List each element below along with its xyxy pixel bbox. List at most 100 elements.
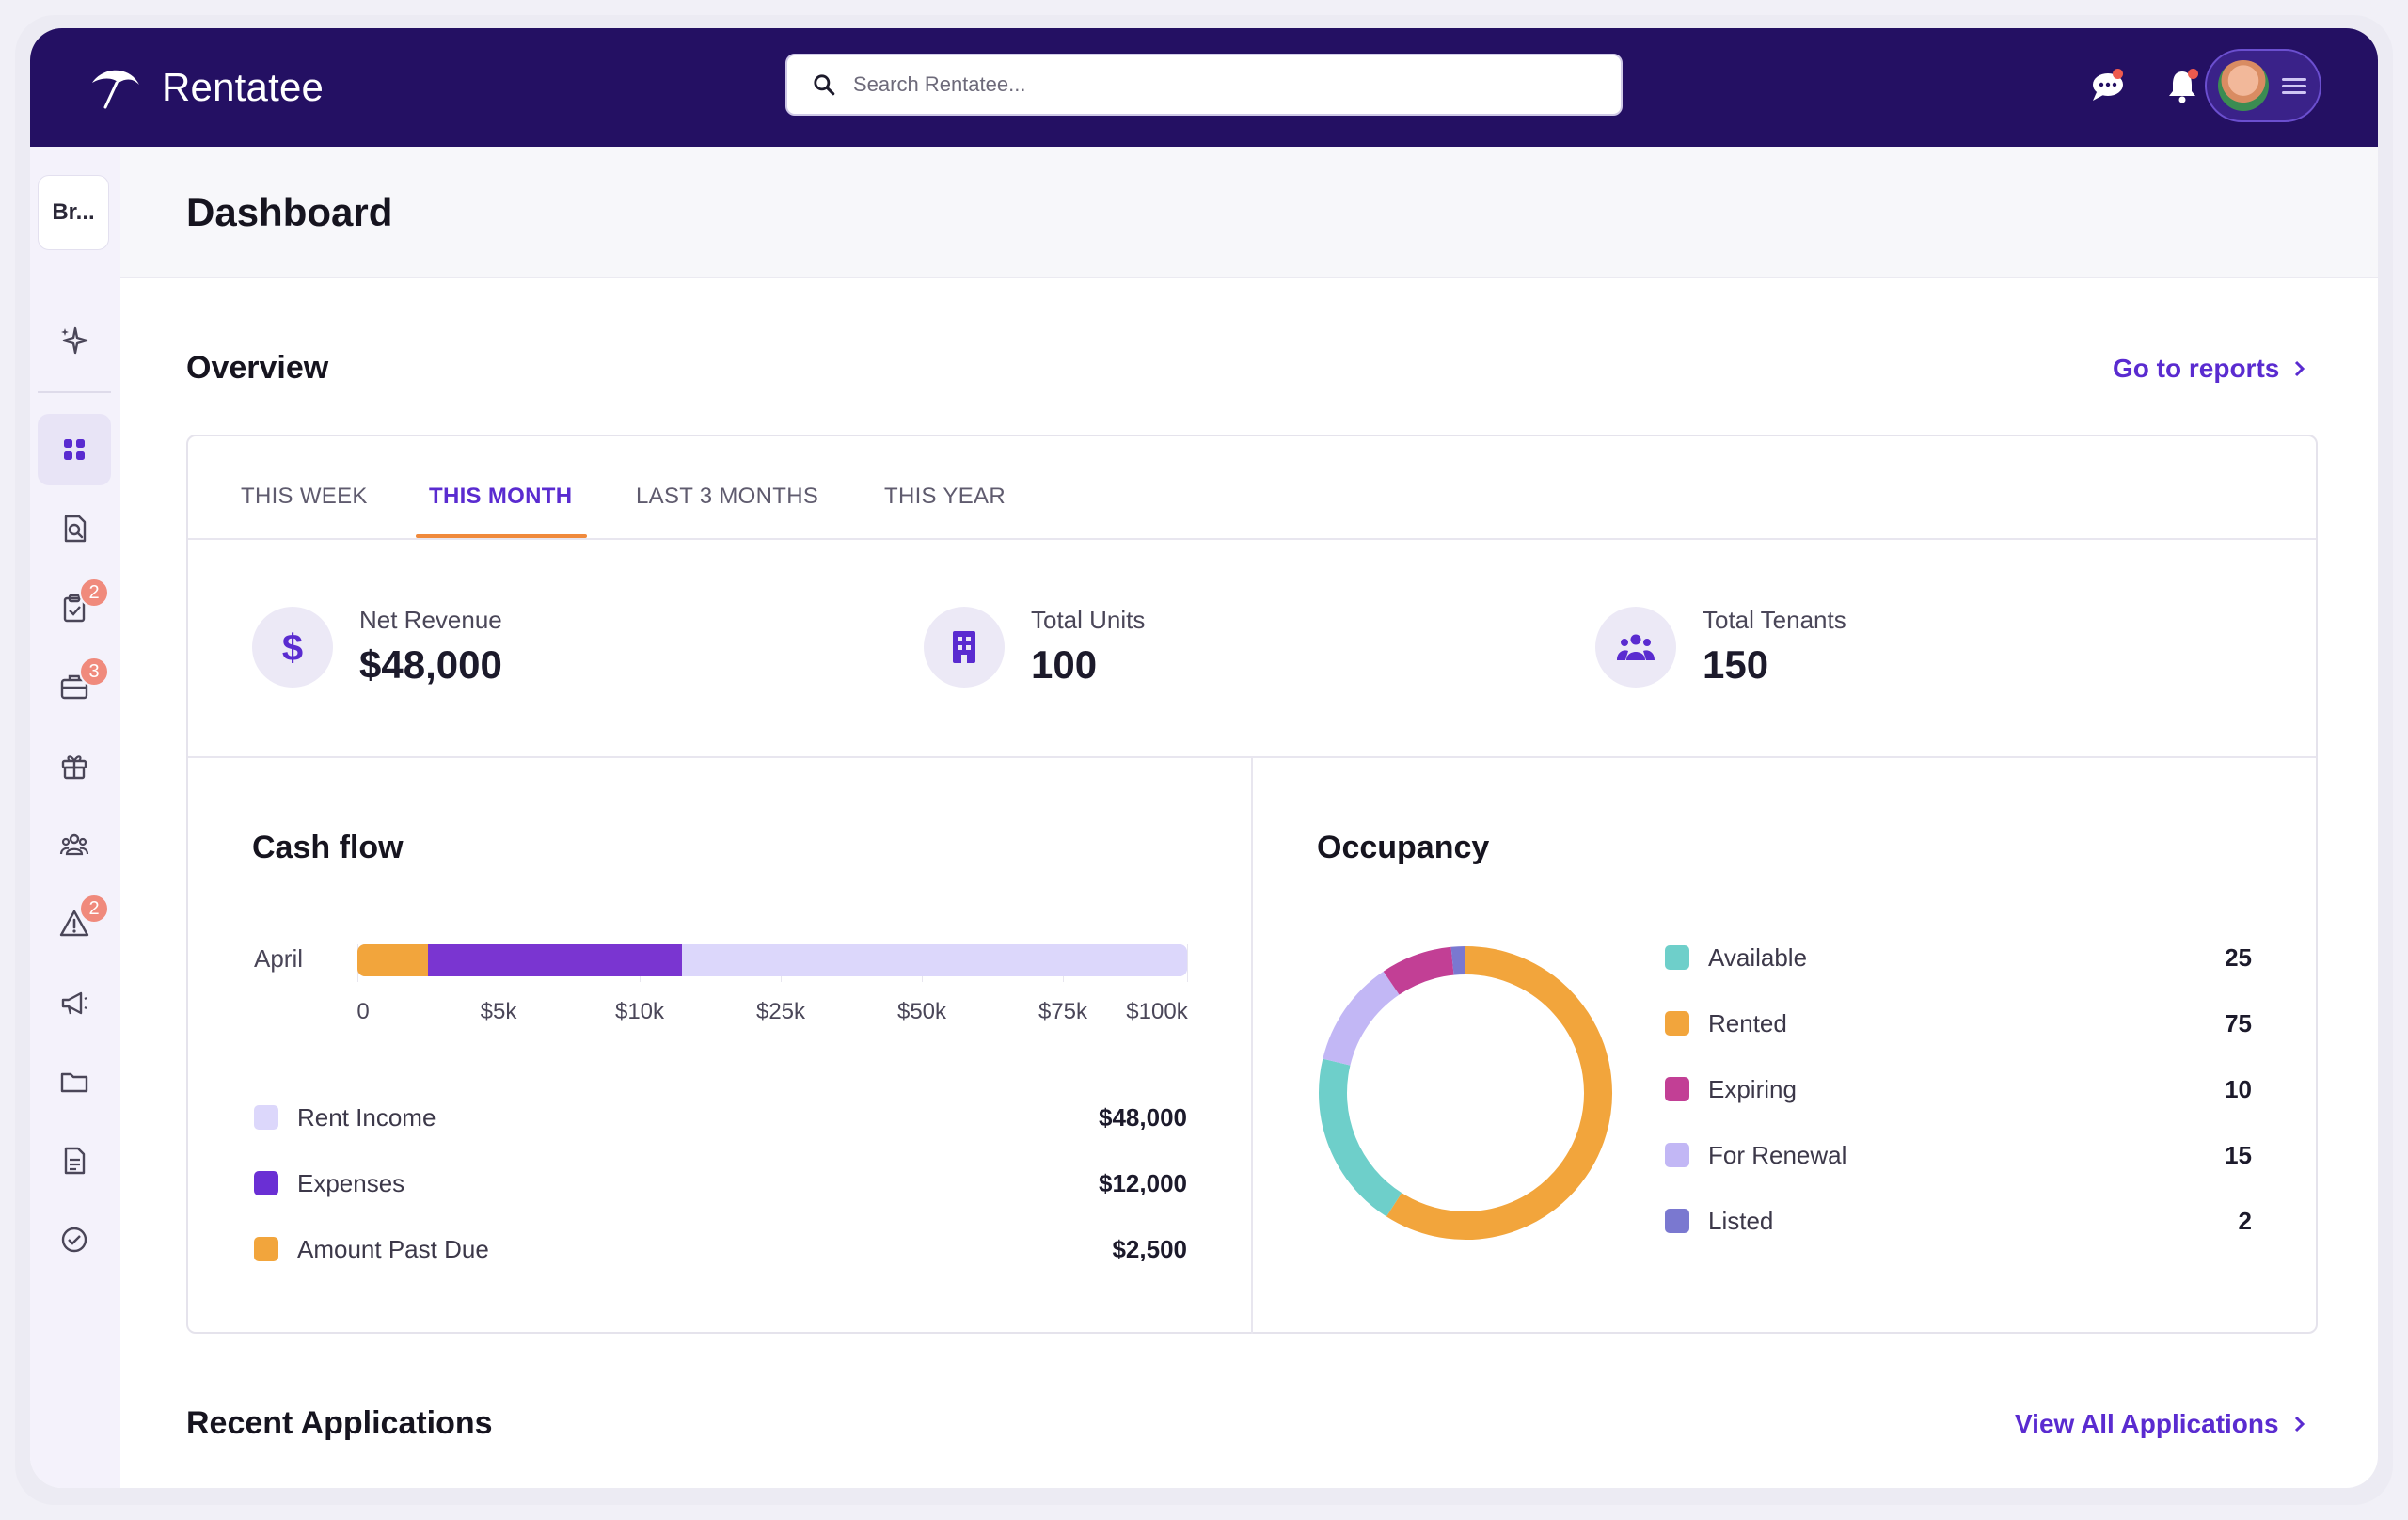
- tab-last-3-months[interactable]: LAST 3 MONTHS: [636, 483, 819, 509]
- chevron-right-icon: [2294, 1416, 2305, 1433]
- svg-text:$: $: [282, 627, 303, 668]
- legend-label: For Renewal: [1708, 1140, 1847, 1169]
- page-title: Dashboard: [186, 190, 393, 234]
- go-to-reports-link[interactable]: Go to reports: [2113, 354, 2307, 384]
- legend-swatch: [1665, 1209, 1689, 1233]
- tab-this-week[interactable]: THIS WEEK: [241, 483, 368, 509]
- app-name: Rentatee: [162, 65, 325, 109]
- stat-label: Net Revenue: [359, 606, 502, 634]
- donut-slice-expiring[interactable]: [1383, 946, 1454, 995]
- building-icon: [924, 606, 1005, 688]
- legend-label: Expiring: [1708, 1074, 1797, 1103]
- legend-label: Available: [1708, 942, 1808, 972]
- umbrella-logo-icon: [92, 70, 139, 109]
- legend-label: Rented: [1708, 1008, 1787, 1037]
- tenants-icon: [1595, 606, 1676, 688]
- gift-icon: [61, 755, 87, 780]
- occupancy-legend-listed: Listed 2: [1665, 1202, 2252, 1240]
- occupancy-title: Occupancy: [1317, 830, 1490, 865]
- cashflow-segment-rent-income[interactable]: [682, 944, 1187, 976]
- view-all-applications-label: View All Applications: [2015, 1409, 2279, 1438]
- cashflow-row-label: April: [254, 944, 304, 973]
- donut-slice-available[interactable]: [1319, 1058, 1402, 1217]
- cashflow-legend-rent-income: Rent Income $48,000: [254, 1099, 1187, 1136]
- cashflow-tick-label: $25k: [755, 999, 806, 1024]
- sidebar-item-ai[interactable]: [38, 305, 111, 376]
- cashflow-tick-label: $100k: [1126, 999, 1188, 1024]
- cashflow-tick-label: $75k: [1038, 999, 1088, 1024]
- sidebar-item-screening[interactable]: [38, 493, 111, 564]
- legend-label: Expenses: [297, 1168, 405, 1197]
- legend-value: 10: [2225, 1074, 2252, 1103]
- dashboard-grid-icon: [64, 439, 85, 460]
- period-tabs: THIS WEEK THIS MONTH LAST 3 MONTHS THIS …: [188, 436, 2316, 540]
- tab-this-month[interactable]: THIS MONTH: [429, 483, 573, 509]
- messages-button[interactable]: [2086, 66, 2128, 107]
- sidebar-item-tenants[interactable]: [38, 809, 111, 880]
- workspace-switcher[interactable]: Br...: [38, 175, 109, 250]
- clipboard-icon: [63, 594, 86, 623]
- legend-value: $48,000: [1099, 1102, 1187, 1132]
- overview-title: Overview: [186, 350, 329, 386]
- legend-swatch: [254, 1105, 278, 1130]
- cashflow-segment-expenses[interactable]: [428, 944, 682, 976]
- unread-dot: [2188, 69, 2198, 79]
- check-circle-icon: [61, 1227, 87, 1253]
- legend-label: Rent Income: [297, 1102, 436, 1132]
- stat-value: 150: [1703, 642, 1769, 687]
- active-tab-indicator: [416, 534, 587, 538]
- avatar: [2218, 60, 2269, 111]
- legend-value: $2,500: [1112, 1234, 1187, 1263]
- search-icon: [814, 74, 835, 96]
- donut-slice-listed[interactable]: [1450, 946, 1466, 975]
- legend-swatch: [1665, 945, 1689, 970]
- megaphone-icon: [61, 991, 87, 1015]
- stat-label: Total Units: [1031, 606, 1146, 634]
- tab-this-year[interactable]: THIS YEAR: [884, 483, 1006, 509]
- donut-slice-rented[interactable]: [1386, 946, 1612, 1240]
- go-to-reports-label: Go to reports: [2113, 354, 2280, 383]
- stats-row: $ Net Revenue $48,000 Total Units 100: [188, 540, 2316, 758]
- occupancy-legend-available: Available 25: [1665, 939, 2252, 976]
- legend-swatch: [254, 1171, 278, 1195]
- cashflow-gridline: [1187, 944, 1188, 982]
- user-menu[interactable]: [2205, 49, 2321, 122]
- sparkle-icon: [61, 326, 88, 355]
- sidebar-item-dashboard[interactable]: [38, 414, 111, 485]
- sidebar-item-marketing[interactable]: [38, 967, 111, 1038]
- stat-total-tenants: Total Tenants 150: [1595, 606, 1846, 688]
- sidebar-item-approvals[interactable]: [38, 1204, 111, 1275]
- brand[interactable]: Rentatee: [88, 58, 324, 117]
- legend-swatch: [254, 1237, 278, 1261]
- search-bar[interactable]: [785, 54, 1623, 116]
- document-icon: [64, 1147, 86, 1175]
- cashflow-bar[interactable]: [357, 944, 1187, 976]
- stat-net-revenue: $ Net Revenue $48,000: [252, 606, 502, 688]
- stat-total-units: Total Units 100: [924, 606, 1145, 688]
- sidebar-item-documents[interactable]: [38, 1125, 111, 1196]
- page-header: Dashboard: [120, 147, 2378, 278]
- occupancy-legend-for-renewal: For Renewal 15: [1665, 1136, 2252, 1174]
- dollar-icon: $: [252, 606, 333, 688]
- app-window: Rentatee: [30, 28, 2378, 1488]
- occupancy-donut-chart[interactable]: [1317, 944, 1614, 1242]
- donut-slice-for-renewal[interactable]: [1323, 971, 1400, 1067]
- sidebar-item-rewards[interactable]: [38, 730, 111, 801]
- legend-value: 75: [2225, 1008, 2252, 1037]
- view-all-applications-link[interactable]: View All Applications: [2015, 1409, 2307, 1439]
- legend-value: 15: [2225, 1140, 2252, 1169]
- sidebar-item-issues[interactable]: 2: [38, 888, 111, 959]
- legend-value: 2: [2238, 1206, 2252, 1235]
- sidebar-item-tasks[interactable]: 2: [38, 572, 111, 643]
- recent-applications-title: Recent Applications: [186, 1405, 493, 1441]
- sidebar-item-jobs[interactable]: 3: [38, 651, 111, 722]
- sidebar-item-files[interactable]: [38, 1046, 111, 1117]
- search-input[interactable]: [853, 72, 1587, 97]
- folder-icon: [60, 1072, 88, 1093]
- cashflow-tick-label: $50k: [896, 999, 947, 1024]
- notifications-button[interactable]: [2162, 66, 2203, 107]
- cashflow-segment-amount-past-due[interactable]: [357, 944, 428, 976]
- sidebar: Br... 2 3 2: [30, 147, 120, 1488]
- legend-swatch: [1665, 1143, 1689, 1167]
- stat-label: Total Tenants: [1703, 606, 1846, 634]
